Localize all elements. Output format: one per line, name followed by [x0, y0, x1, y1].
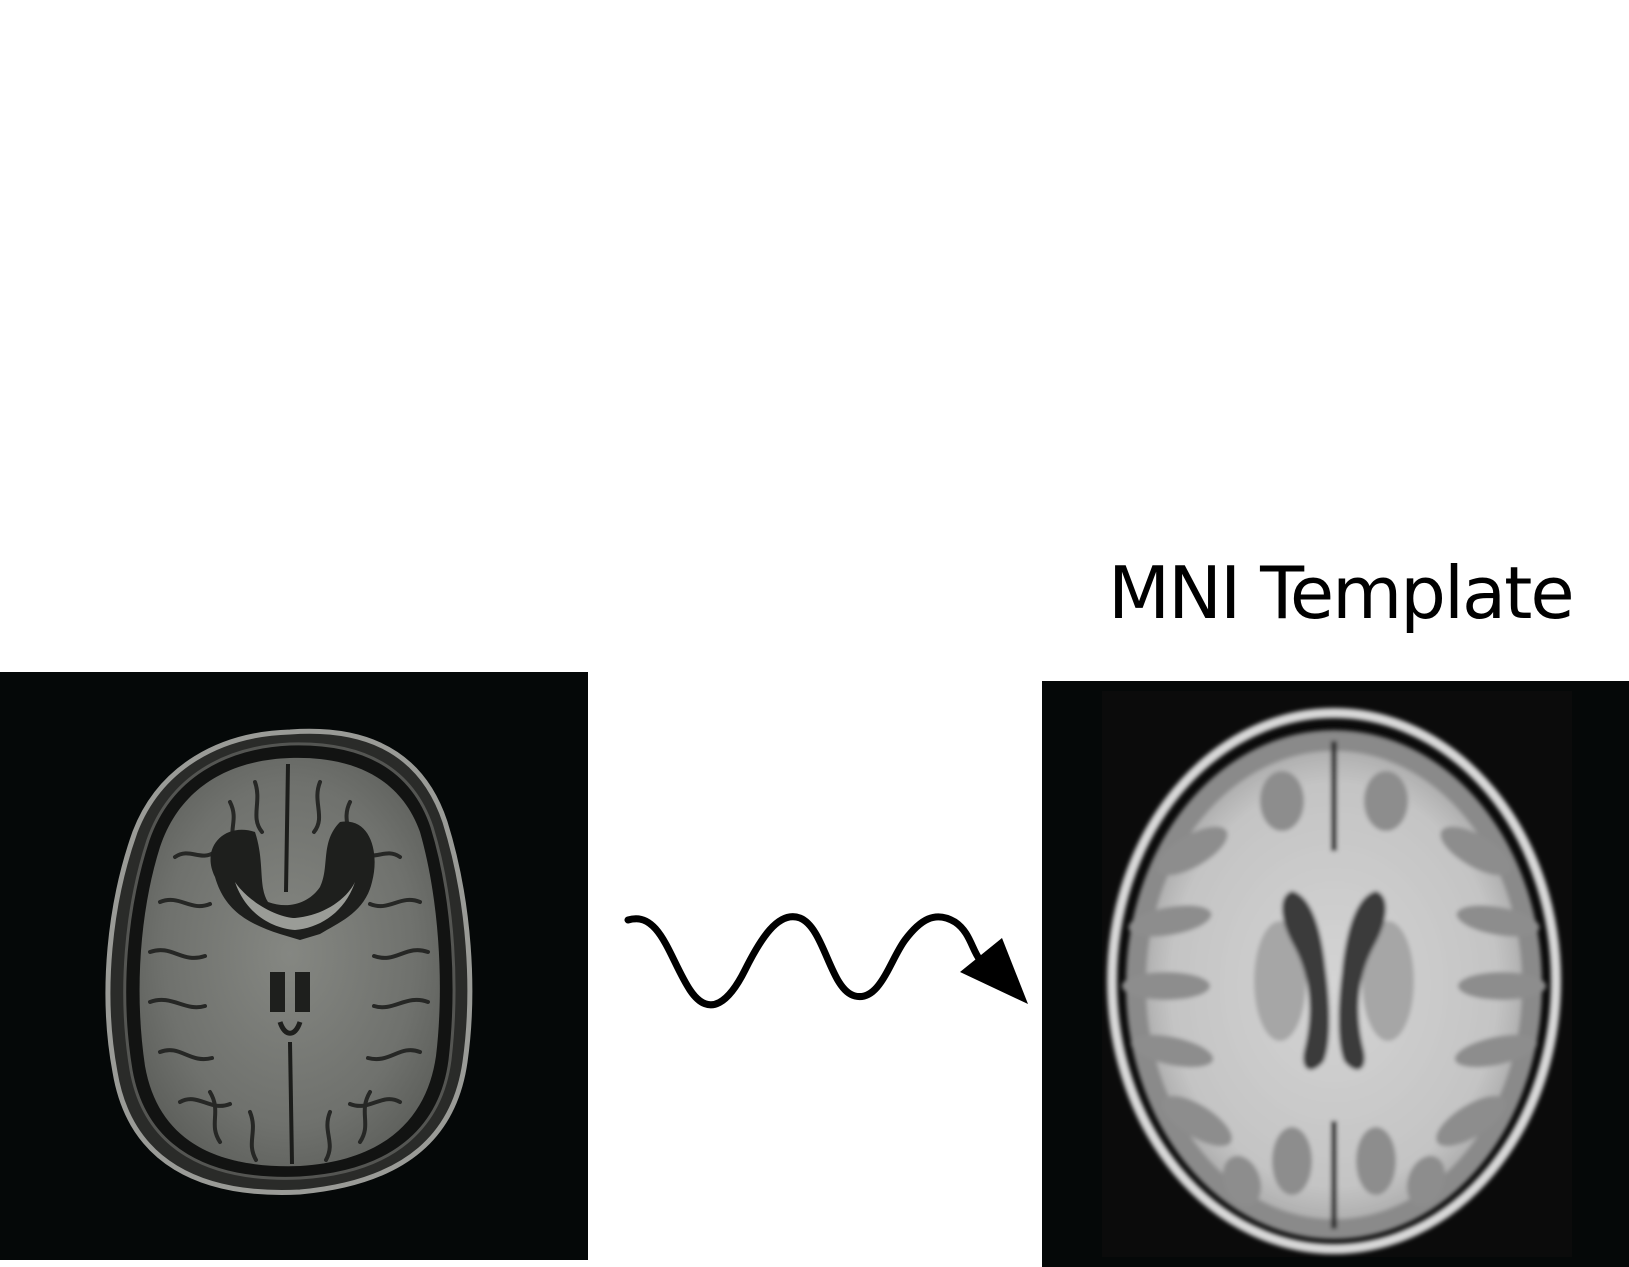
template-brain-tissue	[1136, 741, 1532, 1229]
subject-mri-image	[0, 672, 588, 1260]
subject-brain-slice	[105, 728, 473, 1195]
wavy-arrow-icon	[620, 900, 1040, 1030]
mni-template-image	[1042, 681, 1629, 1267]
template-brain-slice	[1102, 691, 1572, 1257]
template-title: MNI Template	[1108, 551, 1575, 635]
template-ventricles	[1282, 891, 1330, 1070]
